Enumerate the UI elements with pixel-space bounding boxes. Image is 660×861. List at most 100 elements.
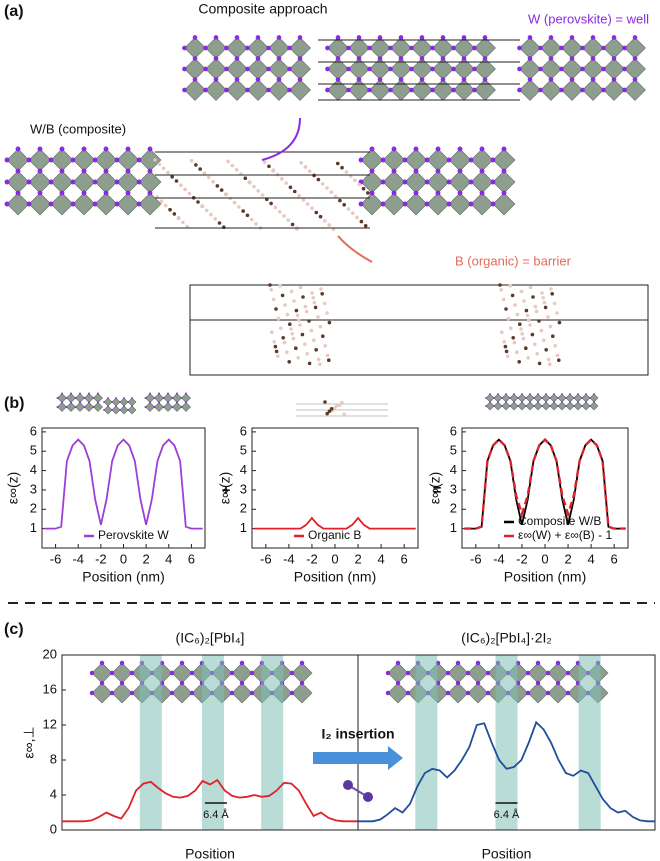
- iodine: [245, 87, 250, 93]
- organic-atom: [503, 344, 508, 349]
- iodine: [398, 35, 404, 40]
- iodine: [505, 393, 507, 395]
- iodine: [391, 190, 397, 196]
- organic-atom: [219, 188, 224, 192]
- organic-atom: [313, 305, 318, 310]
- organic-atom: [159, 199, 164, 204]
- organic-atom: [535, 352, 539, 356]
- iodine: [409, 45, 414, 51]
- organic-atom: [338, 403, 342, 407]
- organic-atom: [295, 313, 300, 318]
- iodine: [4, 179, 10, 185]
- organic-atom: [557, 358, 561, 363]
- layer-band: [139, 655, 162, 830]
- iodine: [92, 201, 98, 207]
- iodine: [15, 146, 21, 152]
- octahedron: [470, 170, 494, 194]
- iodine: [388, 45, 393, 51]
- iodine: [115, 397, 117, 399]
- iodine: [65, 397, 68, 399]
- organic-atom: [550, 292, 554, 296]
- iodine: [131, 405, 133, 407]
- iodine: [325, 87, 330, 93]
- organic-atom: [288, 185, 293, 190]
- iodine: [287, 87, 292, 93]
- iodine: [15, 168, 21, 174]
- y-tick-label: 5: [240, 443, 247, 458]
- iodine: [289, 670, 295, 676]
- octahedron: [509, 401, 519, 411]
- iodine: [179, 680, 185, 686]
- iodine: [435, 168, 441, 174]
- iodine: [107, 397, 109, 399]
- octahedron: [527, 682, 549, 704]
- organic-atom: [499, 288, 504, 292]
- iodine: [297, 35, 303, 40]
- octahedron: [28, 170, 52, 194]
- organic-atom: [299, 161, 304, 165]
- organic-atom: [307, 319, 311, 323]
- x-tick-label: -4: [72, 551, 84, 566]
- organic-atom: [252, 184, 256, 189]
- octahedron: [93, 402, 103, 412]
- iodine: [490, 157, 496, 163]
- octahedron: [119, 405, 129, 415]
- octahedron: [91, 662, 113, 684]
- organic-atom: [515, 350, 519, 355]
- organic-atom: [290, 332, 295, 336]
- iodine: [26, 179, 32, 185]
- organic-atom: [519, 327, 523, 331]
- organic-atom: [285, 312, 290, 317]
- octahedron: [387, 662, 409, 684]
- organic-atom: [294, 308, 299, 313]
- iodine: [171, 397, 174, 399]
- y-tick-label: 20: [43, 646, 57, 661]
- organic-atom: [312, 300, 317, 305]
- iodine: [213, 56, 219, 61]
- octahedron: [247, 37, 269, 59]
- organic-atom: [309, 328, 314, 333]
- octahedron: [181, 393, 191, 403]
- iodine: [553, 393, 555, 395]
- organic-atom: [522, 299, 526, 303]
- y-tick-label: 3: [240, 481, 247, 496]
- iodine: [81, 146, 87, 152]
- iodine: [577, 393, 579, 395]
- y-axis-label: ε∞,⊥: [21, 726, 37, 758]
- octahedron: [519, 37, 541, 59]
- y-tick-label: 4: [30, 462, 37, 477]
- iodine: [457, 146, 463, 152]
- x-axis-label: Position: [185, 846, 235, 861]
- octahedron: [624, 58, 646, 80]
- octahedron: [145, 402, 155, 412]
- octahedron: [547, 662, 569, 684]
- organic-atom: [557, 320, 562, 325]
- iodine: [61, 401, 63, 404]
- iodine: [472, 45, 477, 51]
- organic-atom: [196, 200, 200, 204]
- y-axis-label: ε∞(z): [217, 472, 233, 505]
- octahedron: [387, 682, 409, 704]
- iodine: [445, 670, 451, 676]
- octahedron: [525, 393, 535, 403]
- iodine: [249, 670, 255, 676]
- iodine: [517, 397, 519, 399]
- iodine: [176, 392, 178, 395]
- organic-atom: [361, 186, 366, 191]
- iodine: [127, 401, 129, 403]
- iodine: [367, 87, 372, 93]
- organic-atom: [333, 194, 338, 199]
- organic-atom: [517, 360, 521, 364]
- octahedron: [470, 148, 494, 172]
- iodine: [517, 66, 522, 72]
- organic-atom: [194, 163, 198, 167]
- organic-atom: [342, 412, 347, 417]
- iodine: [545, 393, 547, 395]
- iodine: [395, 660, 401, 666]
- panel-label: (a): [4, 3, 24, 20]
- iodine: [482, 77, 488, 82]
- iodine: [103, 190, 109, 196]
- iodine: [356, 77, 362, 82]
- octahedron: [411, 79, 433, 101]
- octahedron: [50, 148, 74, 172]
